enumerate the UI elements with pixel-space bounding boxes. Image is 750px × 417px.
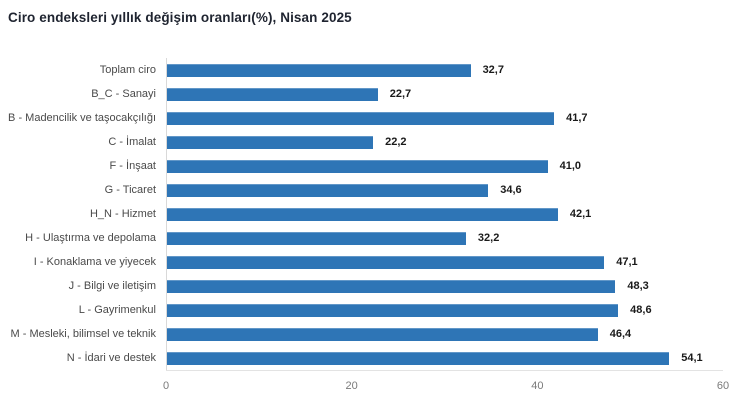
chart-row: L - Gayrimenkul 48,6 (0, 298, 750, 322)
chart-row: B - Madencilik ve taşocakçılığı 41,7 (0, 106, 750, 130)
bar-value-label: 48,6 (630, 304, 652, 316)
bar-value-label: 32,7 (482, 64, 504, 76)
category-label: J - Bilgi ve iletişim (68, 280, 156, 292)
bar-value-label: 47,1 (616, 256, 638, 268)
category-label: I - Konaklama ve yiyecek (33, 256, 156, 268)
bar-track: 42,1 (166, 202, 724, 226)
chart-row: B_C - Sanayi 22,7 (0, 82, 750, 106)
category-label: G - Ticaret (104, 184, 156, 196)
chart-row: F - İnşaat 41,0 (0, 154, 750, 178)
x-tick-label: 60 (716, 380, 730, 392)
bar-track: 48,3 (166, 274, 724, 298)
category-label: B_C - Sanayi (91, 88, 156, 100)
category-label: N - İdari ve destek (66, 352, 156, 364)
chart-row: H_N - Hizmet 42,1 (0, 202, 750, 226)
bar-track: 32,7 (166, 58, 724, 82)
bar-track: 54,1 (166, 346, 724, 370)
bar (167, 63, 471, 77)
bar-track: 22,2 (166, 130, 724, 154)
category-label: H_N - Hizmet (89, 208, 156, 220)
bar (167, 231, 466, 245)
bar (167, 303, 619, 317)
category-label: M - Mesleki, bilimsel ve teknik (10, 328, 156, 340)
bar-track: 34,6 (166, 178, 724, 202)
bar-track: 32,2 (166, 226, 724, 250)
bar (167, 87, 378, 101)
chart-row: M - Mesleki, bilimsel ve teknik 46,4 (0, 322, 750, 346)
chart-title: Ciro endeksleri yıllık değişim oranları(… (8, 10, 352, 25)
x-tick-label: 40 (531, 380, 544, 392)
bar-track: 41,7 (166, 106, 724, 130)
bar-track: 46,4 (166, 322, 724, 346)
bar (167, 111, 555, 125)
category-label: Toplam ciro (99, 64, 156, 76)
chart-row: H - Ulaştırma ve depolama 32,2 (0, 226, 750, 250)
bar-value-label: 42,1 (569, 208, 592, 220)
bar-track: 48,6 (166, 298, 724, 322)
bar (167, 159, 548, 173)
bar-value-label: 46,4 (609, 328, 632, 340)
bar-value-label: 32,2 (477, 232, 500, 244)
bar (167, 135, 374, 149)
x-tick-label: 0 (162, 380, 170, 392)
chart-row: G - Ticaret 34,6 (0, 178, 750, 202)
x-axis: 0 20 40 60 (162, 370, 729, 401)
category-label: L - Gayrimenkul (78, 304, 156, 316)
bar (167, 351, 670, 365)
bar-rows: Toplam ciro 32,7 B_C - Sanayi 22,7 B - Maden… (0, 58, 750, 370)
bar (167, 327, 598, 341)
bar (167, 255, 605, 269)
chart-row: N - İdari ve destek 54,1 (0, 346, 750, 370)
category-label: C - İmalat (108, 136, 156, 148)
category-label: H - Ulaştırma ve depolama (25, 232, 156, 244)
bar (167, 279, 616, 293)
chart-row: I - Konaklama ve yiyecek 47,1 (0, 250, 750, 274)
chart-row: Toplam ciro 32,7 (0, 58, 750, 82)
category-label: F - İnşaat (109, 160, 156, 172)
bar-value-label: 41,0 (559, 160, 582, 172)
chart-row: C - İmalat 22,2 (0, 130, 750, 154)
bar-track: 41,0 (166, 154, 724, 178)
x-tick-label: 20 (345, 380, 358, 392)
bar (167, 183, 489, 197)
bar-track: 47,1 (166, 250, 724, 274)
bar-value-label: 54,1 (681, 352, 703, 364)
bar-value-label: 34,6 (500, 184, 522, 196)
bar-value-label: 48,3 (627, 280, 649, 292)
category-label: B - Madencilik ve taşocakçılığı (8, 112, 156, 124)
bar-value-label: 22,7 (389, 88, 412, 100)
bar (167, 207, 558, 221)
chart-row: J - Bilgi ve iletişim 48,3 (0, 274, 750, 298)
bar-value-label: 41,7 (566, 112, 588, 124)
bar-track: 22,7 (166, 82, 724, 106)
bar-value-label: 22,2 (385, 136, 407, 148)
